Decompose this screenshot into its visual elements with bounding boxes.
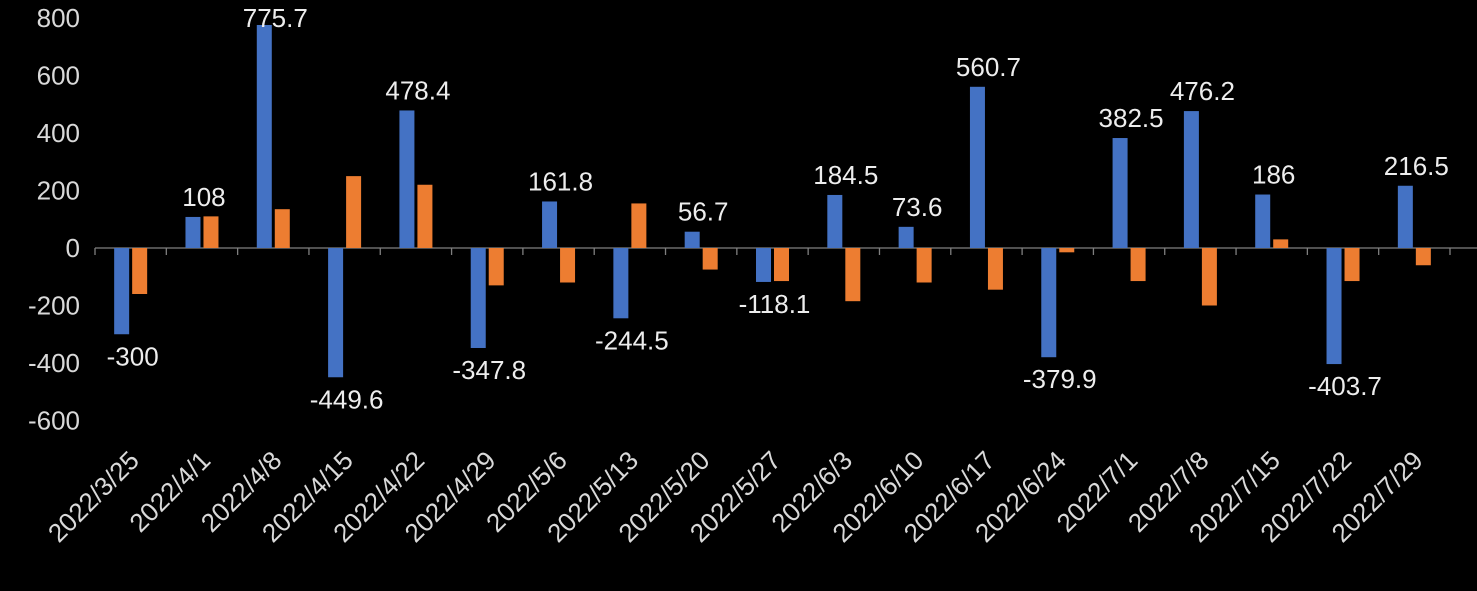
bar-blue: [1183, 111, 1199, 248]
bar-blue: [827, 194, 843, 248]
bar-orange: [774, 248, 789, 282]
data-label: 775.7: [243, 3, 308, 33]
x-axis-label: 2022/3/25: [42, 445, 145, 548]
bar-orange: [631, 203, 647, 248]
bar-blue: [1255, 194, 1271, 248]
bar-blue: [114, 248, 130, 335]
data-label: 560.7: [956, 52, 1021, 82]
bar-blue: [1397, 185, 1413, 248]
bar-blue: [1326, 248, 1342, 365]
bar-blue: [756, 248, 771, 282]
bar-blue: [328, 248, 344, 378]
data-label: 56.7: [678, 197, 729, 227]
bar-orange: [702, 248, 718, 270]
bar-orange: [488, 248, 504, 286]
bar-orange: [1273, 239, 1289, 248]
data-label: -118.1: [739, 289, 811, 319]
data-label: 476.2: [1170, 76, 1235, 106]
bar-orange: [1344, 248, 1360, 282]
data-label: 184.5: [813, 160, 878, 190]
bar-orange: [1059, 248, 1075, 253]
data-label: -403.7: [1308, 371, 1382, 401]
data-label: -244.5: [595, 325, 669, 355]
y-axis-label: 600: [37, 61, 80, 91]
bar-orange: [1201, 248, 1217, 306]
bar-blue: [399, 110, 415, 249]
y-axis-label: 0: [66, 233, 80, 263]
bar-orange: [1130, 248, 1146, 282]
data-label: 216.5: [1384, 151, 1449, 181]
y-axis-label: 200: [37, 176, 80, 206]
bar-blue: [256, 24, 272, 248]
data-label: 186: [1252, 160, 1295, 190]
data-label: -347.8: [452, 355, 526, 385]
data-label: 108: [182, 182, 225, 212]
bar-orange: [203, 216, 219, 248]
bar-blue: [470, 248, 486, 348]
bar-orange: [916, 248, 932, 283]
bar-orange: [132, 248, 148, 294]
bar-orange: [1415, 248, 1431, 266]
y-axis-label: -600: [28, 406, 80, 436]
y-axis-label: -200: [28, 291, 80, 321]
data-label: -379.9: [1023, 364, 1097, 394]
data-label: 382.5: [1099, 103, 1164, 133]
bar-orange: [346, 176, 362, 248]
bar-blue: [898, 226, 914, 248]
bar-blue: [684, 231, 700, 248]
data-label: 161.8: [528, 166, 593, 196]
bar-blue: [542, 201, 558, 248]
data-label: 478.4: [385, 75, 450, 105]
bar-orange: [417, 184, 433, 248]
data-label: -449.6: [310, 384, 384, 414]
bar-orange: [560, 248, 576, 283]
y-axis-label: 800: [37, 3, 80, 33]
bar-orange: [845, 248, 861, 302]
bar-blue: [1112, 138, 1128, 248]
data-label: -300: [107, 341, 159, 371]
bar-blue: [613, 248, 629, 319]
y-axis-label: -400: [28, 348, 80, 378]
data-label: 73.6: [892, 192, 943, 222]
bar-orange: [274, 209, 290, 248]
bar-blue: [1041, 248, 1057, 358]
bar-blue: [185, 216, 201, 248]
y-axis-label: 400: [37, 118, 80, 148]
bar-orange: [987, 248, 1003, 290]
bar-blue: [969, 86, 985, 248]
